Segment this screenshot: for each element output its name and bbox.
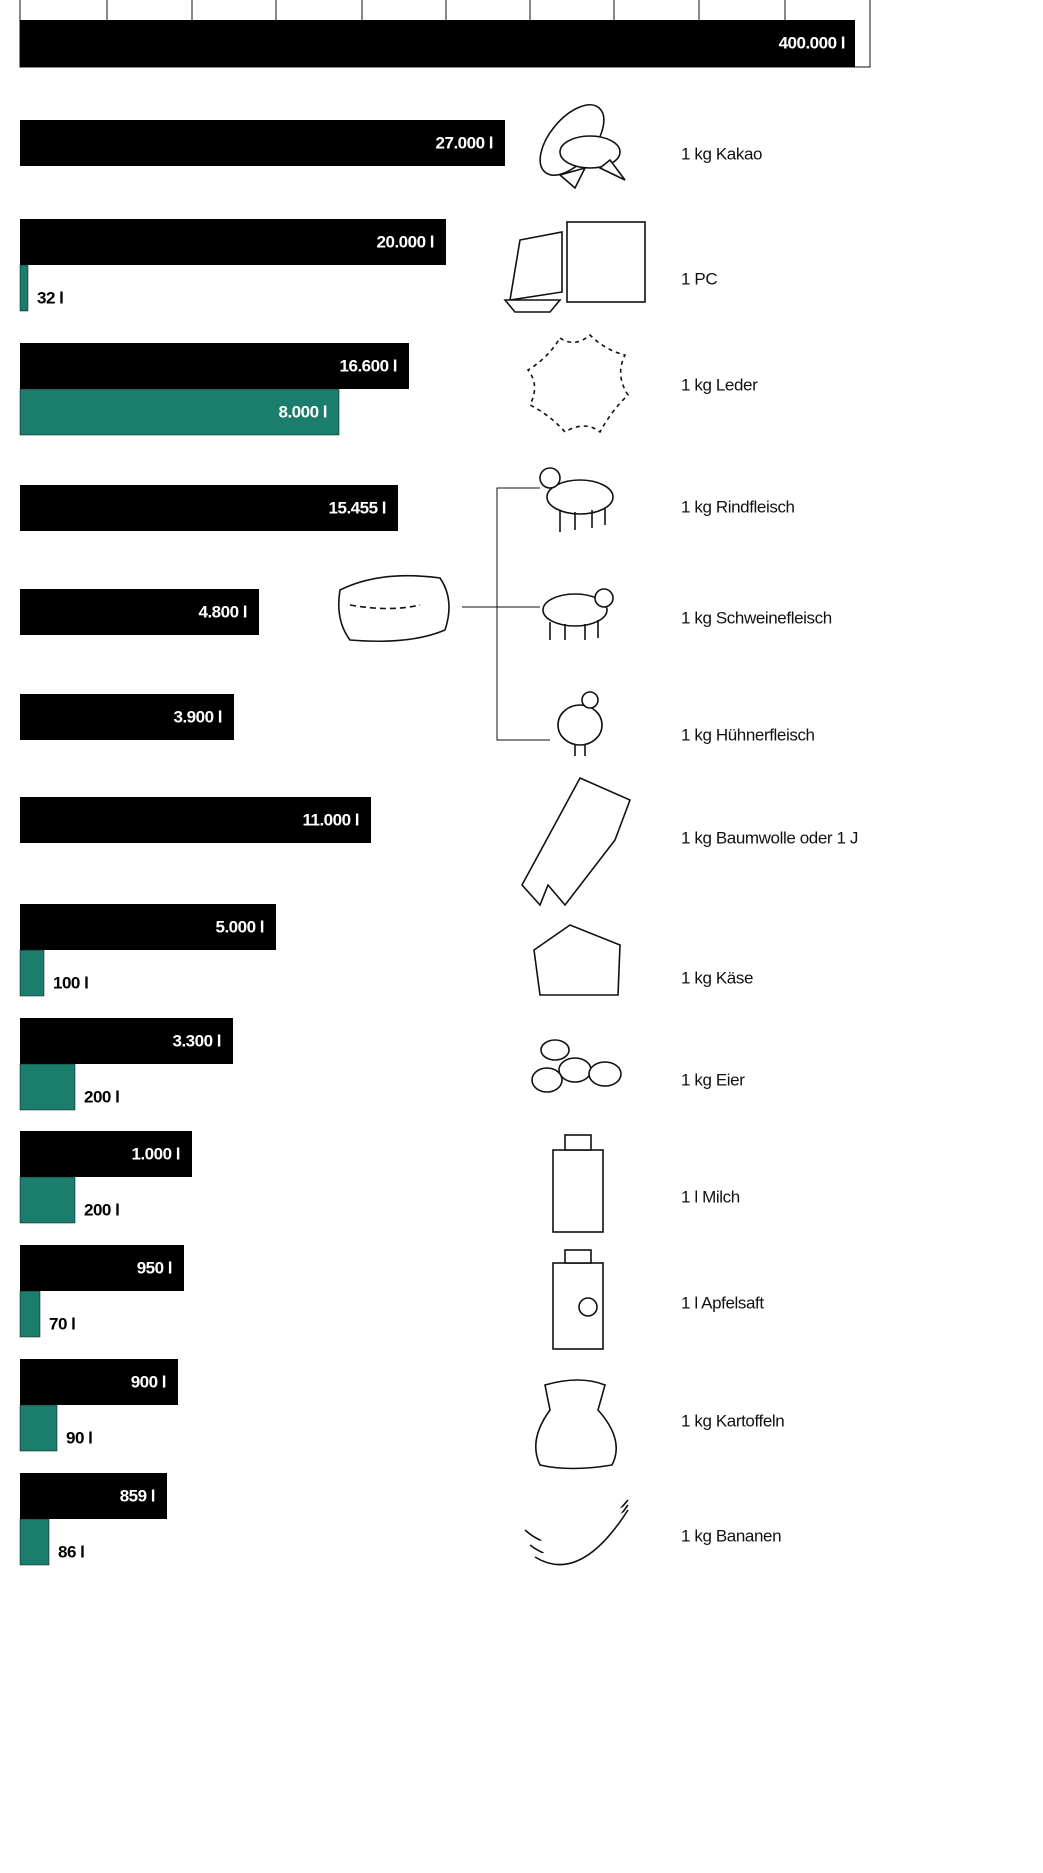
connector	[462, 488, 550, 740]
bar-primary	[20, 120, 505, 166]
item-label: 1 l Milch	[681, 1187, 740, 1206]
bar-secondary	[20, 1291, 40, 1337]
item-label: 1 kg Käse	[681, 968, 753, 987]
item-label: 1 kg Baumwolle oder 1 J	[681, 828, 858, 847]
bar-primary-label: 16.600 l	[340, 356, 397, 375]
item-label: 1 kg Eier	[681, 1070, 745, 1089]
bar-primary-label: 900 l	[131, 1372, 166, 1391]
top-bar-label: 400.000 l	[779, 33, 845, 52]
bar-primary-label: 3.300 l	[173, 1031, 222, 1050]
item-label: 1 PC	[681, 269, 717, 288]
page: 400.000 l 27.000 l 1 kg Kakao 20.000 l 32 l…	[0, 0, 1043, 1873]
item-label: 1 kg Kakao	[681, 144, 762, 163]
bar-secondary	[20, 1064, 75, 1110]
bar-secondary	[20, 1405, 57, 1451]
bar-secondary	[20, 1519, 49, 1565]
bar-secondary	[20, 265, 28, 311]
bar-secondary-label: 8.000 l	[279, 402, 328, 421]
item-label: 1 kg Leder	[681, 375, 758, 394]
bar-primary-label: 859 l	[120, 1486, 155, 1505]
bar-primary-label: 27.000 l	[436, 133, 493, 152]
bar-secondary-label: 70 l	[49, 1314, 75, 1333]
item-label: 1 kg Hühnerfleisch	[681, 725, 815, 744]
item-label: 1 kg Schweinefleisch	[681, 608, 832, 627]
bar-primary-label: 1.000 l	[132, 1144, 181, 1163]
bar-secondary	[20, 950, 44, 996]
bar-secondary-label: 100 l	[53, 973, 88, 992]
bar-primary-label: 5.000 l	[216, 917, 265, 936]
bar-secondary-label: 32 l	[37, 288, 63, 307]
bar-primary-label: 15.455 l	[329, 498, 386, 517]
bar-primary-label: 950 l	[137, 1258, 172, 1277]
bar-secondary	[20, 1177, 75, 1223]
item-label: 1 kg Kartoffeln	[681, 1411, 784, 1430]
icons	[339, 94, 645, 1565]
bar-secondary-label: 200 l	[84, 1200, 119, 1219]
bar-secondary-label: 200 l	[84, 1087, 119, 1106]
bar-secondary-label: 86 l	[58, 1542, 84, 1561]
infographic: 400.000 l 27.000 l 1 kg Kakao 20.000 l 32 l…	[0, 0, 1043, 1873]
top-bar	[20, 20, 855, 67]
bar-primary-label: 3.900 l	[174, 707, 223, 726]
bar-primary-label: 4.800 l	[199, 602, 248, 621]
item-label: 1 kg Rindfleisch	[681, 497, 795, 516]
item-label: 1 kg Bananen	[681, 1526, 781, 1545]
item-label: 1 l Apfelsaft	[681, 1293, 764, 1312]
bar-primary-label: 20.000 l	[377, 232, 434, 251]
bar-secondary-label: 90 l	[66, 1428, 92, 1447]
scale-ticks	[107, 0, 785, 20]
bar-primary-label: 11.000 l	[302, 810, 359, 829]
